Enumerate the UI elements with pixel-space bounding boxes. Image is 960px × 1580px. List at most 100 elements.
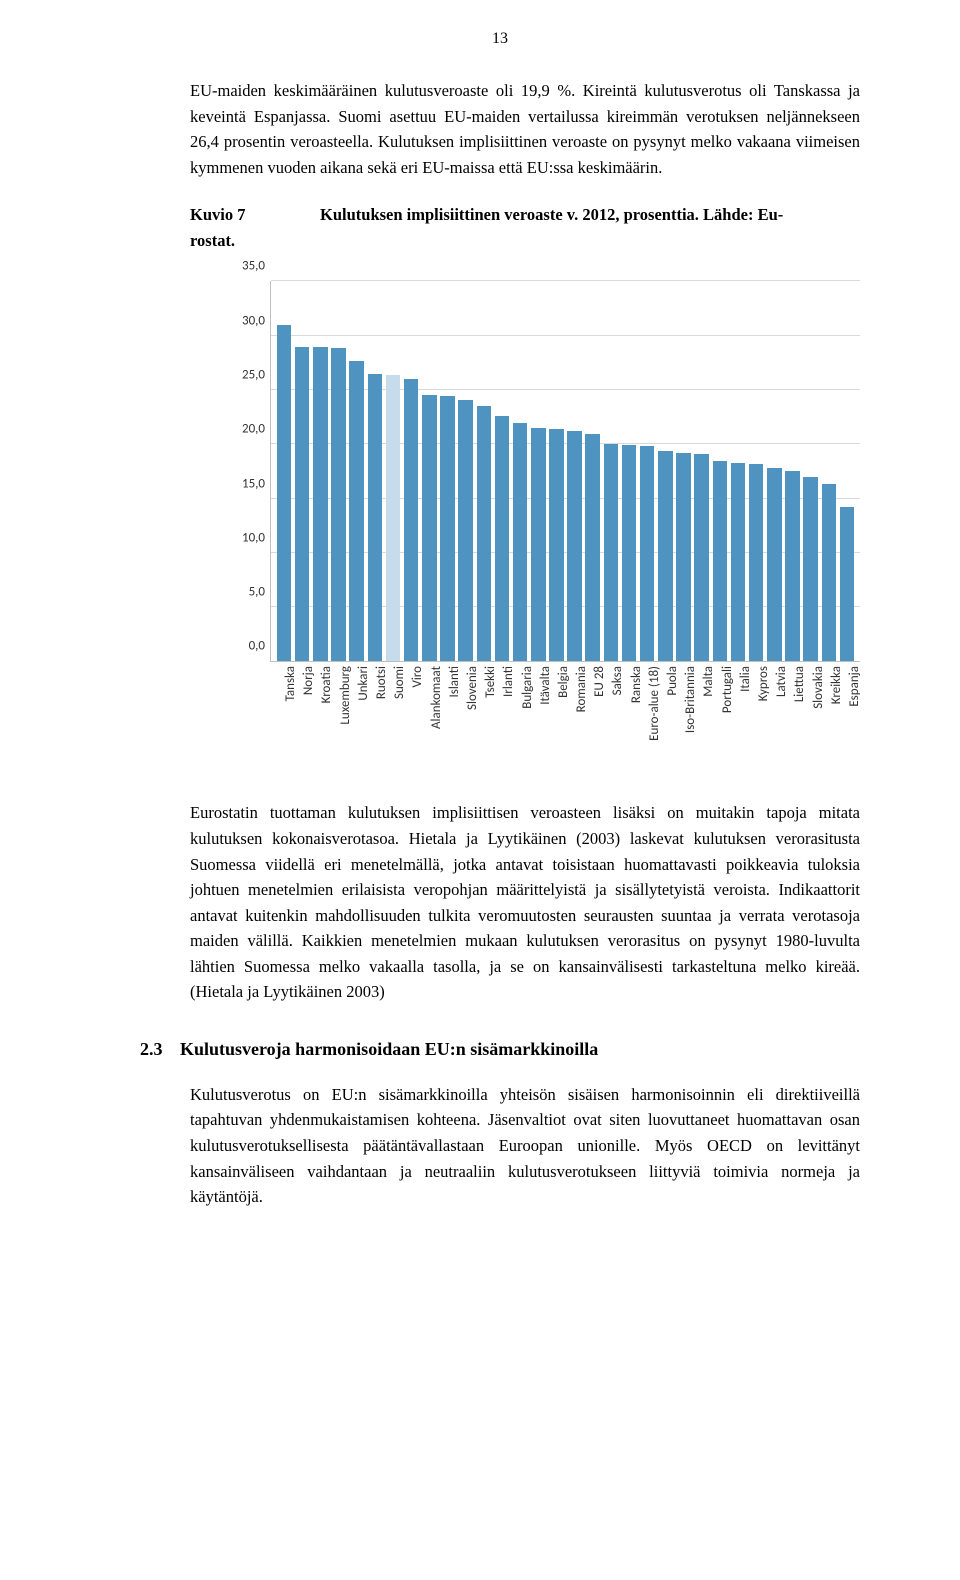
- bar-slot: [584, 281, 602, 661]
- x-label-slot: Saksa: [601, 662, 619, 772]
- x-label-slot: Alankomaat: [420, 662, 438, 772]
- bar-slot: [402, 281, 420, 661]
- bar: [513, 423, 528, 662]
- x-label-slot: Portugali: [711, 662, 729, 772]
- x-label-slot: Espanja: [838, 662, 856, 772]
- bar-slot: [656, 281, 674, 661]
- bar-slot: [783, 281, 801, 661]
- x-label-slot: Irlanti: [492, 662, 510, 772]
- y-tick-label: 30,0: [242, 313, 271, 328]
- bar: [803, 477, 818, 662]
- bar-slot: [511, 281, 529, 661]
- x-label-slot: Norja: [292, 662, 310, 772]
- bar-slot: [602, 281, 620, 661]
- figure-label: Kuvio 7: [190, 202, 320, 228]
- bar: [313, 347, 328, 662]
- x-label-slot: Slovenia: [456, 662, 474, 772]
- figure-title-line1: Kulutuksen implisiittinen veroaste v. 20…: [320, 205, 783, 224]
- bar: [386, 375, 401, 662]
- bar-slot: [747, 281, 765, 661]
- x-label-slot: EU 28: [583, 662, 601, 772]
- bar-slot: [820, 281, 838, 661]
- bar-slot: [348, 281, 366, 661]
- bar-slot: [420, 281, 438, 661]
- bar-slot: [384, 281, 402, 661]
- x-label-slot: Unkari: [347, 662, 365, 772]
- paragraph-3: Kulutusverotus on EU:n sisämarkkinoilla …: [190, 1082, 860, 1210]
- y-tick-label: 25,0: [242, 367, 271, 382]
- bar: [604, 444, 619, 661]
- bar-slot: [566, 281, 584, 661]
- y-tick-label: 15,0: [242, 476, 271, 491]
- figure-caption: Kuvio 7Kulutuksen implisiittinen veroast…: [190, 202, 860, 253]
- bar-slot: [329, 281, 347, 661]
- section-number: 2.3: [140, 1039, 180, 1060]
- x-label-slot: Suomi: [383, 662, 401, 772]
- bar: [477, 406, 492, 661]
- bar-slot: [547, 281, 565, 661]
- x-label-slot: Bulgaria: [510, 662, 528, 772]
- bar: [368, 374, 383, 662]
- x-label-slot: Tsekki: [474, 662, 492, 772]
- y-tick-label: 10,0: [242, 530, 271, 545]
- bar: [822, 484, 837, 661]
- x-tick-label: Espanja: [847, 666, 862, 707]
- bar-slot: [529, 281, 547, 661]
- bar: [567, 431, 582, 661]
- bar: [422, 395, 437, 661]
- x-label-slot: Malta: [692, 662, 710, 772]
- bar-slot: [438, 281, 456, 661]
- x-label-slot: Belgia: [547, 662, 565, 772]
- bar-slot: [765, 281, 783, 661]
- x-label-slot: Ruotsi: [365, 662, 383, 772]
- bar-slot: [838, 281, 856, 661]
- bar-slot: [275, 281, 293, 661]
- x-label-slot: Italia: [729, 662, 747, 772]
- paragraph-2: Eurostatin tuottaman kulutuksen implisii…: [190, 800, 860, 1005]
- figure-title-line2: rostat.: [190, 231, 235, 250]
- bar: [277, 325, 292, 662]
- x-label-slot: Kreikka: [820, 662, 838, 772]
- paragraph-1: EU-maiden keskimääräinen kulutusveroaste…: [190, 78, 860, 180]
- bar: [749, 464, 764, 662]
- bar-slot: [638, 281, 656, 661]
- bar: [713, 461, 728, 662]
- bar: [676, 453, 691, 661]
- y-tick-label: 0,0: [249, 639, 271, 654]
- bar: [585, 434, 600, 661]
- bar: [622, 445, 637, 661]
- bar-slot: [711, 281, 729, 661]
- y-tick-label: 35,0: [242, 259, 271, 274]
- x-label-slot: Latvia: [765, 662, 783, 772]
- bar: [658, 451, 673, 662]
- x-label-slot: Kroatia: [310, 662, 328, 772]
- bar-slot: [620, 281, 638, 661]
- bar: [531, 428, 546, 661]
- section-title: Kulutusveroja harmonisoidaan EU:n sisäma…: [180, 1039, 598, 1059]
- x-label-slot: Ranska: [620, 662, 638, 772]
- x-label-slot: Viro: [401, 662, 419, 772]
- bar-slot: [475, 281, 493, 661]
- bar-slot: [493, 281, 511, 661]
- x-label-slot: Luxemburg: [329, 662, 347, 772]
- x-label-slot: Kypros: [747, 662, 765, 772]
- bar: [440, 396, 455, 661]
- bar: [731, 463, 746, 662]
- bar: [331, 348, 346, 662]
- section-heading: 2.3Kulutusveroja harmonisoidaan EU:n sis…: [140, 1039, 860, 1060]
- x-label-slot: Euro-alue (18): [638, 662, 656, 772]
- bar: [840, 507, 855, 661]
- bar-slot: [674, 281, 692, 661]
- x-label-slot: Romania: [565, 662, 583, 772]
- x-label-slot: Tanska: [274, 662, 292, 772]
- bar: [694, 454, 709, 661]
- bar: [640, 446, 655, 661]
- bars-container: [271, 281, 860, 661]
- bar-slot: [802, 281, 820, 661]
- x-label-slot: Iso-Britannia: [674, 662, 692, 772]
- bar: [458, 400, 473, 662]
- page-number: 13: [140, 30, 860, 48]
- bar: [785, 471, 800, 661]
- x-label-slot: Puola: [656, 662, 674, 772]
- bar-slot: [729, 281, 747, 661]
